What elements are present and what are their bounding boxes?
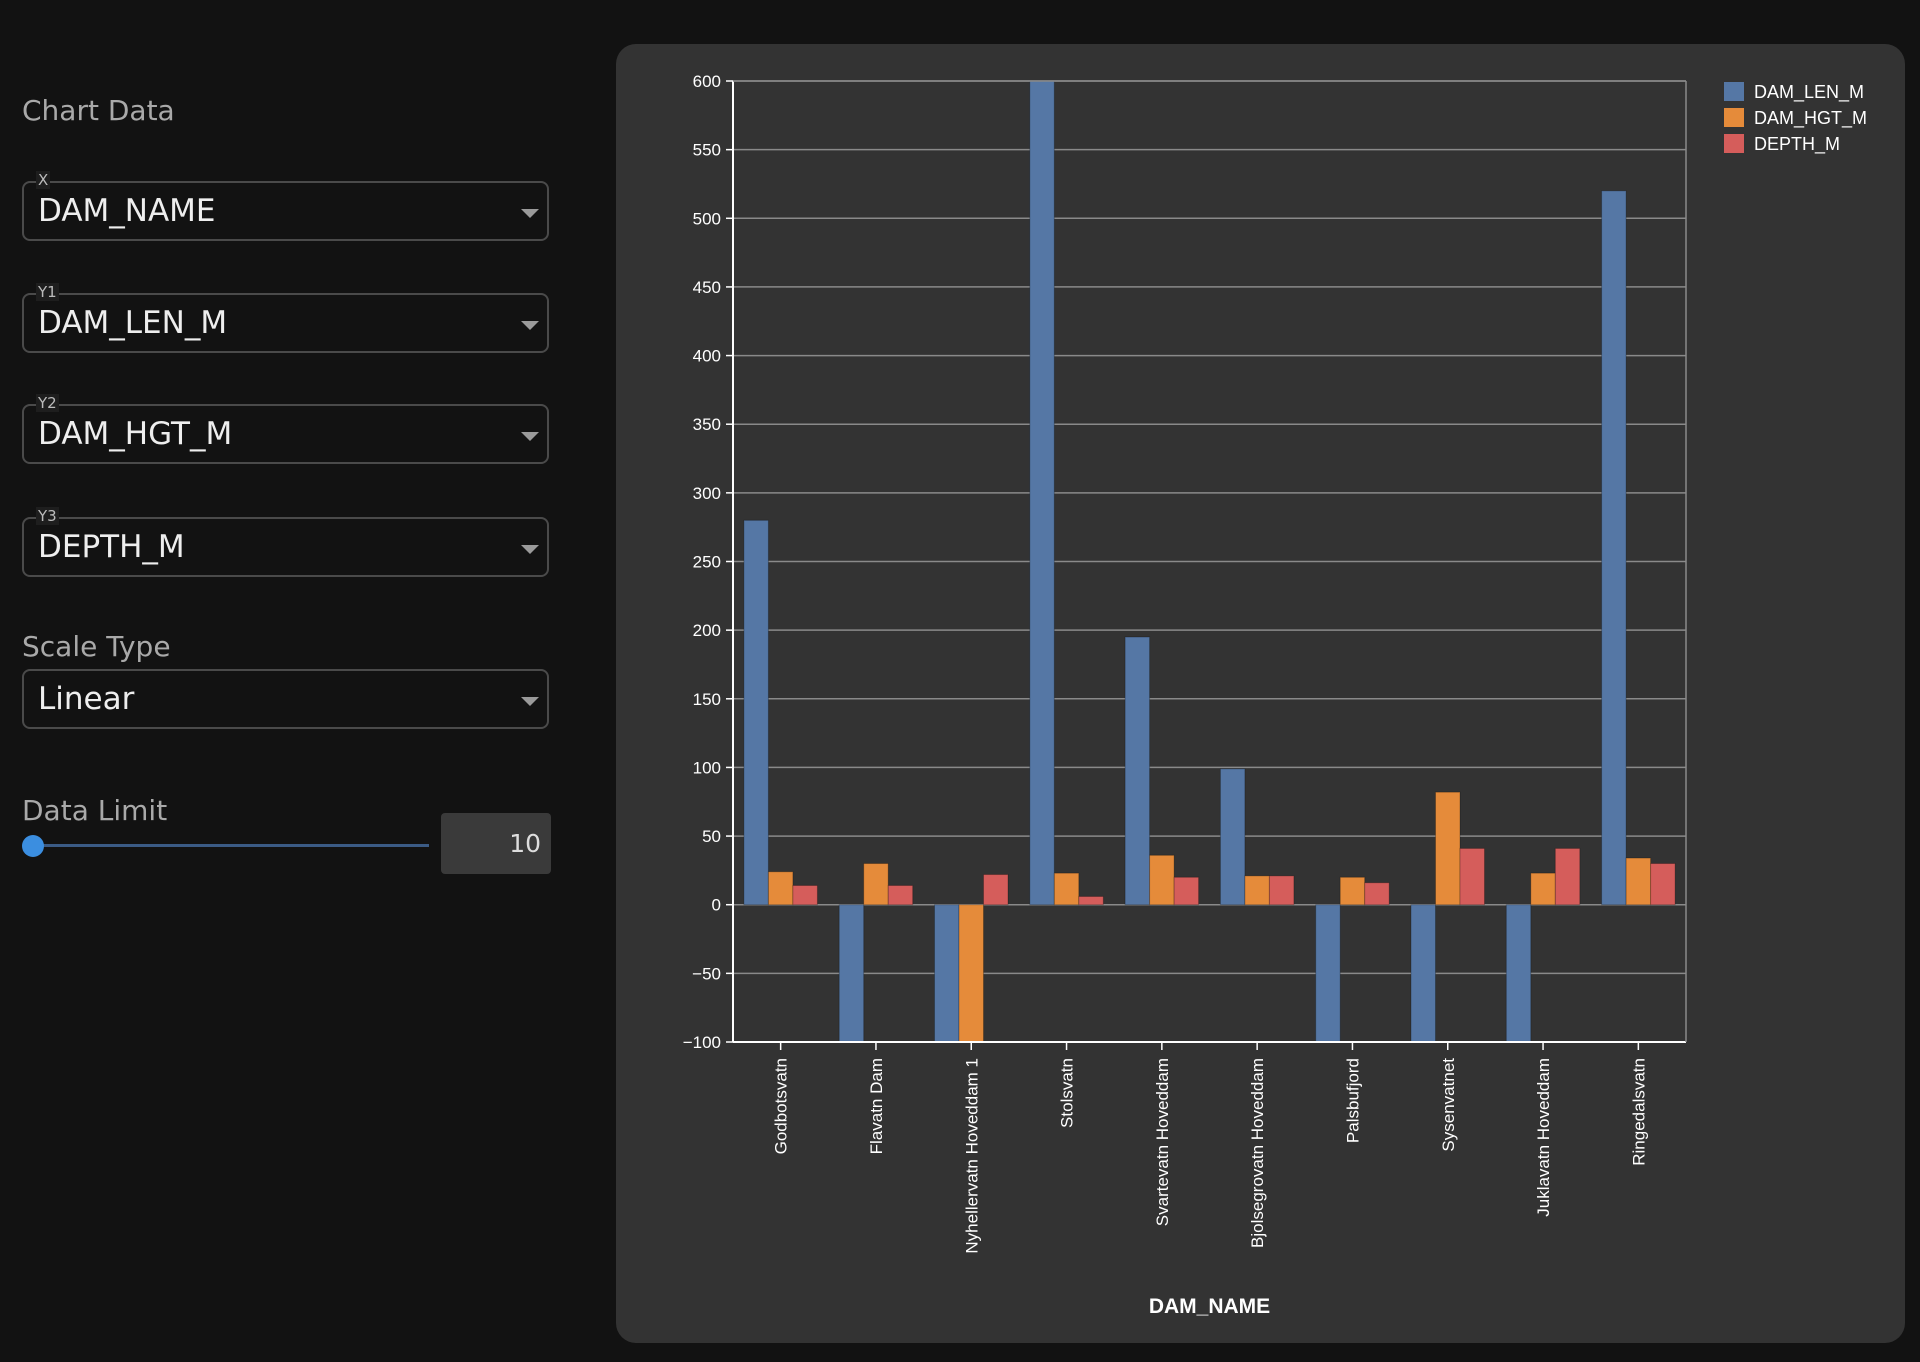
bar-dam_hgt_m	[1435, 791, 1461, 906]
bar-dam_len_m	[1124, 636, 1151, 906]
y-tick-label: 300	[693, 484, 721, 503]
y1-select-value: DAM_LEN_M	[38, 305, 228, 341]
x-select[interactable]: X DAM_NAME	[22, 171, 549, 241]
bar-depth_m	[1554, 847, 1581, 906]
bar-dam_hgt_m	[1244, 875, 1270, 906]
chevron-down-icon	[521, 545, 539, 554]
scale-type-value: Linear	[38, 681, 135, 717]
y-tick-label: 50	[702, 827, 721, 846]
bar-dam_len_m	[743, 519, 769, 906]
bar-dam_hgt_m	[1530, 872, 1556, 906]
data-limit-label: Data Limit	[22, 794, 168, 827]
y-tick-label: 500	[693, 209, 721, 228]
y3-select-label: Y3	[36, 507, 59, 525]
chevron-down-icon	[521, 432, 539, 441]
y-tick-label: 450	[693, 278, 721, 297]
chevron-down-icon	[521, 209, 539, 218]
legend-label: DAM_LEN_M	[1754, 82, 1864, 103]
bar-depth_m	[792, 884, 818, 906]
data-limit-slider-track[interactable]	[33, 844, 429, 847]
bar-depth_m	[1268, 875, 1295, 906]
x-tick-label: Svartevatn Hoveddam	[1153, 1058, 1172, 1226]
legend-label: DAM_HGT_M	[1754, 108, 1867, 129]
x-tick-label: Palsbufjord	[1343, 1058, 1362, 1143]
chart-panel	[616, 44, 1905, 1343]
bar-depth_m	[1650, 863, 1676, 906]
bar-depth_m	[983, 874, 1009, 906]
y-tick-label: 100	[693, 758, 721, 777]
y-tick-label: 600	[693, 72, 721, 91]
x-tick-label: Sysenvatnet	[1439, 1058, 1458, 1152]
bar-dam_len_m	[1315, 904, 1341, 1043]
bar-dam_len_m	[1219, 768, 1246, 906]
bar-dam_hgt_m	[958, 904, 984, 1043]
bar-depth_m	[1078, 895, 1104, 906]
bar-dam_hgt_m	[863, 863, 889, 906]
bar-dam_len_m	[1505, 904, 1532, 1043]
bar-depth_m	[1364, 882, 1390, 906]
y-tick-label: 150	[693, 690, 721, 709]
y-tick-label: −100	[683, 1033, 721, 1052]
bar-depth_m	[1173, 876, 1200, 906]
y2-select-value: DAM_HGT_M	[38, 416, 233, 452]
bar-depth_m	[1459, 847, 1485, 906]
y3-select-value: DEPTH_M	[38, 529, 185, 565]
bar-dam_len_m	[934, 904, 960, 1043]
bar-dam_hgt_m	[1149, 854, 1175, 906]
scale-type-label: Scale Type	[22, 630, 171, 663]
bar-depth_m	[887, 884, 914, 906]
y-tick-label: 0	[712, 896, 721, 915]
bar-dam_hgt_m	[1053, 872, 1080, 906]
chart-data-heading: Chart Data	[22, 94, 175, 127]
y2-select[interactable]: Y2 DAM_HGT_M	[22, 394, 549, 464]
x-tick-label: Ringedalsvatn	[1629, 1058, 1648, 1166]
y-tick-label: −50	[692, 964, 721, 983]
y-tick-label: 400	[693, 347, 721, 366]
y2-select-label: Y2	[36, 394, 59, 412]
x-tick-label: Nyhellervatn Hoveddam 1	[962, 1058, 981, 1254]
x-tick-label: Juklavatn Hoveddam	[1534, 1058, 1553, 1217]
data-limit-input[interactable]: 10	[441, 813, 551, 874]
y1-select[interactable]: Y1 DAM_LEN_M	[22, 283, 549, 353]
x-tick-label: Stolsvatn	[1058, 1058, 1077, 1128]
legend-swatch	[1724, 82, 1744, 101]
y-tick-label: 550	[693, 141, 721, 160]
bar-dam_hgt_m	[1625, 857, 1652, 906]
chevron-down-icon	[521, 697, 539, 706]
legend-swatch	[1724, 134, 1744, 153]
y-tick-label: 200	[693, 621, 721, 640]
bar-dam_len_m	[1601, 190, 1627, 906]
bar-dam_hgt_m	[1339, 876, 1366, 906]
x-tick-label: Godbotsvatn	[772, 1058, 791, 1154]
legend-swatch	[1724, 108, 1744, 127]
data-limit-value: 10	[509, 829, 541, 858]
data-limit-slider-thumb[interactable]	[22, 835, 44, 857]
x-select-value: DAM_NAME	[38, 193, 216, 229]
y-tick-label: 250	[693, 553, 721, 572]
x-tick-label: Bjolsegrovatn Hoveddam	[1248, 1058, 1267, 1248]
bar-dam_len_m	[838, 904, 865, 1043]
chevron-down-icon	[521, 321, 539, 330]
y-tick-label: 350	[693, 415, 721, 434]
bar-dam_hgt_m	[767, 871, 794, 906]
bar-dam_len_m	[1029, 80, 1055, 906]
legend-label: DEPTH_M	[1754, 134, 1840, 155]
y1-select-label: Y1	[36, 283, 59, 301]
bar-dam_len_m	[1410, 904, 1436, 1043]
scale-type-select[interactable]: Linear	[22, 669, 549, 729]
y3-select[interactable]: Y3 DEPTH_M	[22, 507, 549, 577]
x-axis-title: DAM_NAME	[1149, 1295, 1270, 1318]
x-select-label: X	[36, 171, 51, 189]
x-tick-label: Flavatn Dam	[867, 1058, 886, 1154]
